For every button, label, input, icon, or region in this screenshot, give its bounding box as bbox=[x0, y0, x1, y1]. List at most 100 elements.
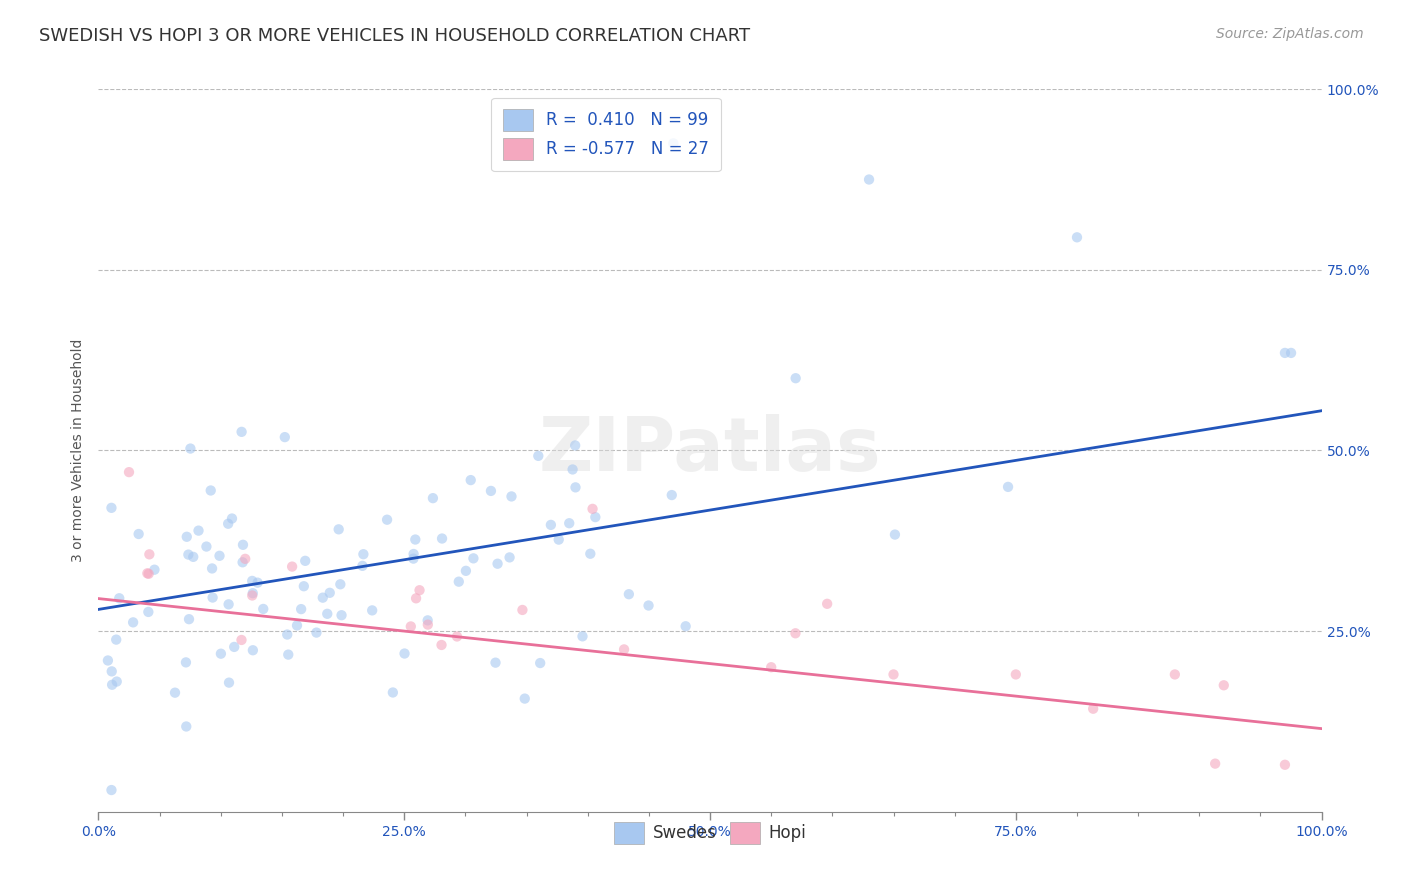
Point bbox=[292, 579, 315, 593]
Point bbox=[312, 591, 335, 605]
Point bbox=[218, 675, 240, 690]
Point bbox=[352, 558, 374, 573]
Point bbox=[399, 619, 422, 633]
Point bbox=[176, 530, 198, 544]
Point bbox=[394, 647, 416, 661]
Point bbox=[1204, 756, 1226, 771]
Point bbox=[1274, 757, 1296, 772]
Point bbox=[447, 574, 470, 589]
Point bbox=[274, 430, 297, 444]
Point bbox=[883, 667, 905, 681]
Point bbox=[486, 557, 509, 571]
Point bbox=[285, 618, 308, 632]
Point bbox=[1083, 702, 1105, 716]
Point bbox=[637, 599, 659, 613]
Point bbox=[561, 462, 583, 476]
Point bbox=[513, 691, 536, 706]
Point bbox=[564, 438, 586, 452]
Point bbox=[118, 465, 141, 479]
Point bbox=[558, 516, 581, 531]
Point bbox=[402, 547, 425, 561]
Point bbox=[785, 626, 807, 640]
Point bbox=[405, 591, 427, 606]
Point bbox=[675, 619, 697, 633]
Point bbox=[100, 665, 122, 679]
Point bbox=[527, 449, 550, 463]
Point bbox=[404, 533, 426, 547]
Point bbox=[136, 566, 159, 581]
Point bbox=[218, 597, 240, 611]
Point bbox=[242, 643, 264, 657]
Point bbox=[408, 583, 430, 598]
Text: Source: ZipAtlas.com: Source: ZipAtlas.com bbox=[1216, 27, 1364, 41]
Text: SWEDISH VS HOPI 3 OR MORE VEHICLES IN HOUSEHOLD CORRELATION CHART: SWEDISH VS HOPI 3 OR MORE VEHICLES IN HO… bbox=[39, 27, 751, 45]
Point bbox=[232, 538, 254, 552]
Point bbox=[662, 136, 685, 151]
Point bbox=[617, 587, 640, 601]
Point bbox=[221, 511, 243, 525]
Point bbox=[579, 547, 602, 561]
Point bbox=[138, 566, 160, 581]
Point bbox=[512, 603, 534, 617]
Point bbox=[997, 480, 1019, 494]
Point bbox=[200, 483, 222, 498]
Point bbox=[529, 656, 551, 670]
Point bbox=[430, 638, 453, 652]
Point bbox=[1066, 230, 1088, 244]
Point bbox=[352, 547, 374, 561]
Point bbox=[454, 564, 477, 578]
Point bbox=[101, 678, 124, 692]
Point bbox=[1212, 678, 1234, 692]
Point bbox=[884, 527, 907, 541]
Point bbox=[319, 586, 342, 600]
Point bbox=[1279, 346, 1302, 360]
Point bbox=[761, 660, 783, 674]
Point bbox=[484, 656, 506, 670]
Point bbox=[231, 425, 253, 439]
Point bbox=[583, 510, 606, 524]
Point bbox=[201, 561, 224, 575]
Point bbox=[163, 686, 186, 700]
Point bbox=[613, 642, 636, 657]
Point bbox=[105, 674, 128, 689]
Legend: Swedes, Hopi: Swedes, Hopi bbox=[607, 815, 813, 850]
Point bbox=[224, 640, 246, 654]
Point bbox=[402, 551, 425, 566]
Point bbox=[316, 607, 339, 621]
Point bbox=[252, 602, 274, 616]
Point bbox=[122, 615, 145, 630]
Point bbox=[463, 551, 485, 566]
Point bbox=[564, 480, 586, 494]
Point bbox=[498, 550, 520, 565]
Point bbox=[1164, 667, 1187, 681]
Point bbox=[128, 527, 150, 541]
Point bbox=[108, 591, 131, 606]
Point bbox=[416, 617, 439, 632]
Point bbox=[240, 574, 263, 588]
Point bbox=[208, 549, 231, 563]
Point bbox=[430, 532, 453, 546]
Point bbox=[232, 555, 254, 569]
Point bbox=[581, 501, 603, 516]
Point bbox=[294, 554, 316, 568]
Point bbox=[209, 647, 232, 661]
Point bbox=[177, 548, 200, 562]
Point bbox=[547, 533, 569, 547]
Point bbox=[540, 517, 562, 532]
Point bbox=[217, 516, 239, 531]
Point bbox=[281, 559, 304, 574]
Point bbox=[361, 603, 384, 617]
Point bbox=[100, 783, 122, 797]
Point bbox=[201, 591, 224, 605]
Point bbox=[179, 442, 201, 456]
Point bbox=[858, 172, 880, 186]
Y-axis label: 3 or more Vehicles in Household: 3 or more Vehicles in Household bbox=[72, 339, 86, 562]
Point bbox=[446, 630, 468, 644]
Point bbox=[242, 586, 264, 600]
Point bbox=[181, 549, 204, 564]
Point bbox=[195, 540, 218, 554]
Point bbox=[174, 719, 197, 733]
Point bbox=[422, 491, 444, 505]
Point bbox=[97, 653, 120, 667]
Point bbox=[187, 524, 209, 538]
